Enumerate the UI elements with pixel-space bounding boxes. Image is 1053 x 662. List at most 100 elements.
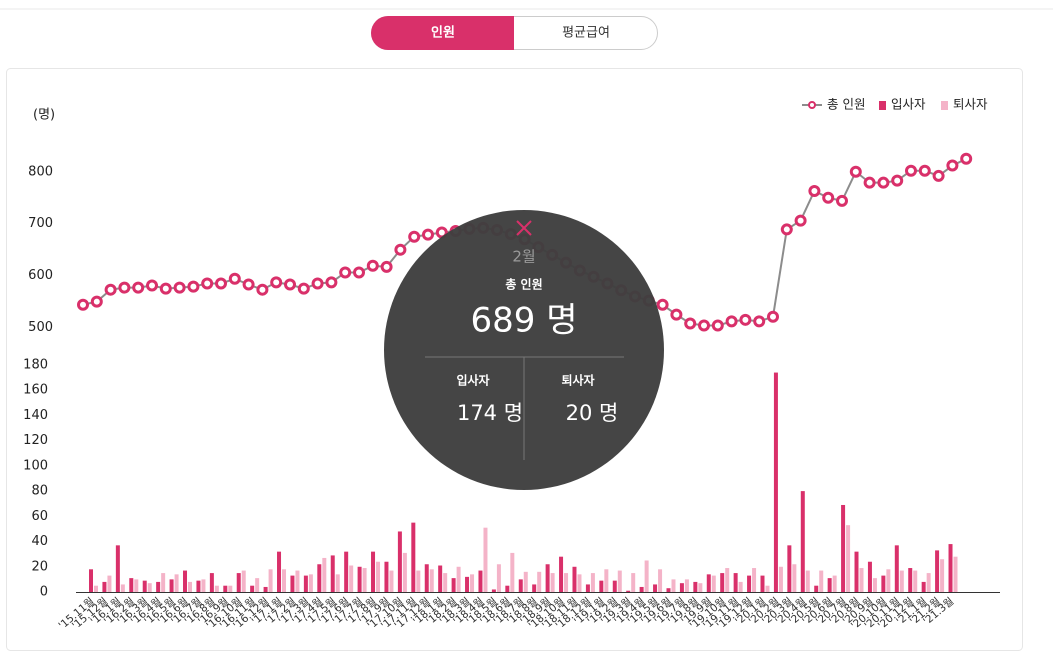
bar <box>330 555 335 592</box>
point <box>118 281 131 294</box>
bar <box>169 579 174 592</box>
bar <box>894 545 899 592</box>
bar <box>886 569 891 592</box>
point <box>173 281 186 294</box>
bar <box>725 568 730 592</box>
bar <box>322 557 327 592</box>
bar <box>295 570 300 592</box>
point <box>311 277 324 290</box>
tooltip-total: 689 명 <box>471 301 578 341</box>
bar <box>778 566 783 592</box>
bar <box>953 556 958 592</box>
bar <box>357 566 362 592</box>
point <box>836 194 848 207</box>
bar <box>532 584 537 592</box>
bar <box>384 561 389 592</box>
tab-active[interactable] <box>371 16 514 50</box>
bar <box>241 570 246 592</box>
point <box>739 313 752 326</box>
bar <box>653 584 658 592</box>
bar <box>317 564 322 592</box>
bar <box>747 575 752 592</box>
bar <box>277 551 282 592</box>
bar <box>438 565 443 592</box>
bar <box>250 585 255 592</box>
bar <box>389 570 394 592</box>
bar <box>639 586 644 592</box>
bar <box>819 570 824 592</box>
y2-tick-label: 180 <box>23 358 48 373</box>
bar <box>706 574 711 592</box>
legend-swatch <box>941 101 948 110</box>
bar <box>255 578 260 592</box>
bar <box>416 570 421 592</box>
legend-label: 총 인원 <box>827 97 865 112</box>
point <box>408 230 421 243</box>
bar <box>147 583 152 592</box>
point <box>132 281 145 294</box>
bar <box>510 552 515 592</box>
y2-tick-label: 140 <box>23 408 48 423</box>
bar <box>832 575 837 592</box>
bar <box>814 585 819 592</box>
y2-tick-label: 100 <box>23 458 48 473</box>
point <box>725 315 738 328</box>
bar <box>913 570 918 592</box>
point <box>863 176 876 189</box>
point <box>366 259 379 272</box>
legend-label: 퇴사자 <box>953 97 988 112</box>
tab[interactable]: 평균급여 <box>562 26 610 41</box>
bar <box>89 569 93 592</box>
y2-tick-label: 20 <box>31 559 48 574</box>
point <box>422 228 434 241</box>
point <box>808 184 821 197</box>
y-tick-label: 800 <box>28 164 53 179</box>
point <box>104 283 117 296</box>
point <box>242 278 255 291</box>
bar <box>349 565 354 592</box>
bar <box>738 581 743 592</box>
bar <box>102 581 107 592</box>
bar <box>921 581 926 592</box>
point <box>77 298 89 311</box>
tooltip-bg <box>384 210 664 490</box>
bar <box>545 564 550 592</box>
bar <box>550 573 555 592</box>
y2-tick-label: 120 <box>23 433 48 448</box>
point <box>339 266 352 279</box>
bar <box>411 522 416 592</box>
point <box>215 277 227 290</box>
y2-tick-label: 0 <box>40 585 48 600</box>
legend-swatch <box>879 101 886 110</box>
bar <box>183 570 188 592</box>
point <box>905 164 917 177</box>
bar <box>188 581 193 592</box>
bar <box>577 574 582 592</box>
tab[interactable]: 인원 <box>431 25 455 41</box>
bar <box>693 581 698 592</box>
bar <box>120 584 125 592</box>
bar <box>760 575 765 592</box>
bar <box>282 569 287 592</box>
bar <box>470 574 475 592</box>
bar <box>800 491 805 592</box>
bar <box>854 551 859 592</box>
tooltip-leave: 20 명 <box>566 401 619 425</box>
bar <box>671 579 676 592</box>
bar <box>733 573 738 592</box>
bar <box>827 578 832 592</box>
point <box>394 243 407 256</box>
bar <box>376 561 381 592</box>
point <box>256 283 269 296</box>
bar <box>881 575 886 592</box>
y-axis-label: (명) <box>33 108 55 123</box>
close-icon[interactable] <box>516 220 532 236</box>
tooltip-label: 입사자 <box>456 373 489 388</box>
bar <box>631 573 636 592</box>
bar <box>451 578 456 592</box>
bar <box>402 552 407 592</box>
bar <box>626 590 631 592</box>
bar <box>424 564 429 592</box>
point <box>711 319 724 332</box>
